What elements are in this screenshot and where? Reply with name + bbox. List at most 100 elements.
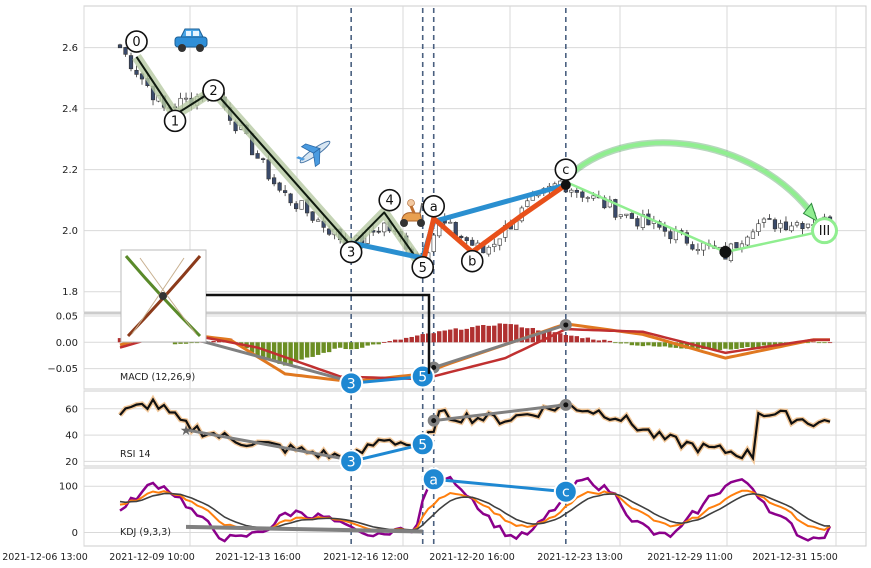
macd-histogram-bar [398, 339, 403, 343]
thumbnail-center [159, 292, 167, 300]
macd-wave-marker [339, 371, 364, 396]
macd-histogram-bar [728, 342, 734, 350]
macd-histogram-bar [359, 342, 365, 348]
candle-body [668, 231, 673, 240]
wave-label: 5 [419, 261, 427, 276]
x-tick-label: 2021-12-31 15:00 [752, 552, 838, 563]
scooter-wheel [400, 219, 408, 227]
impulse-wave-line [135, 56, 424, 268]
wave-label-circle [411, 255, 435, 279]
candle-body [294, 203, 299, 210]
macd-histogram-bar [415, 335, 420, 343]
x-tick-label: 2021-12-20 16:00 [429, 552, 515, 563]
macd-histogram-bar [734, 342, 739, 349]
macd-histogram-bar [448, 329, 453, 343]
macd-histogram-bar [563, 334, 569, 343]
rsi-panel-label: RSI 14 [120, 449, 151, 460]
candle-body [497, 238, 502, 246]
rsi-line [119, 397, 831, 465]
macd-histogram-bar [706, 342, 712, 349]
macd-histogram-bar [651, 342, 657, 347]
y-tick-label: 2.2 [62, 165, 78, 176]
macd-histogram-bar [805, 342, 811, 344]
rsi-wave-marker-label: 3 [347, 454, 356, 470]
wave-label: III [819, 224, 831, 239]
y-tick-label: 1.8 [62, 287, 78, 298]
macd-histogram-bar [723, 342, 728, 349]
scooter-wheel [417, 219, 425, 227]
macd-histogram-bar [646, 342, 651, 346]
candle-body [299, 200, 304, 210]
candle-body [635, 218, 640, 227]
macd-histogram-bar [756, 342, 761, 348]
macd-histogram-bar [486, 325, 491, 343]
rsi-panel: ★ 3 5 RSI 14 [118, 394, 831, 474]
y-tick-label: 100 [59, 482, 78, 493]
macd-histogram-bar [282, 342, 288, 366]
macd-divergence-dot [563, 322, 569, 328]
kdj-wave-marker-label: a [429, 472, 438, 488]
macd-histogram-bar [822, 342, 827, 344]
candle-body [624, 213, 629, 216]
macd-histogram-bar [277, 342, 282, 364]
macd-histogram-bar [602, 339, 607, 343]
macd-histogram-bar [464, 328, 469, 343]
wave-label-circle [339, 240, 363, 264]
candle-body [684, 232, 689, 244]
macd-histogram-bar [811, 341, 816, 343]
candle-body [382, 222, 387, 233]
kdj-wave-marker [421, 467, 446, 492]
candle-body [272, 177, 277, 185]
candle-body [327, 228, 332, 235]
candle-body [310, 211, 315, 221]
macd-histogram-bar [387, 341, 392, 343]
kdj-j-line [119, 475, 832, 543]
scooter-icon [400, 199, 425, 227]
macd-histogram-bar [392, 339, 398, 343]
y-tick-label: −0.05 [47, 364, 78, 375]
plane-tail [295, 156, 306, 161]
macd-histogram-bar [437, 331, 442, 343]
candle-body [756, 223, 761, 232]
macd-histogram-bar [574, 336, 580, 343]
macd-histogram-bar [348, 342, 354, 350]
macd-histogram-bar [189, 342, 194, 344]
macd-histogram-bar [585, 337, 591, 343]
candle-body [459, 235, 464, 239]
candle-body [745, 236, 750, 246]
candle-body [569, 189, 574, 193]
candle-body [613, 199, 618, 218]
wave-label-circle [378, 188, 401, 212]
airplane-icon [295, 140, 331, 168]
macd-histogram-bar [183, 342, 189, 344]
macd-histogram-bar [326, 342, 332, 353]
chart-thumbnail-icon [120, 249, 207, 343]
macd-histogram-bar [354, 342, 359, 349]
macd-histogram-bar [321, 342, 326, 353]
macd-histogram-bar [470, 327, 475, 343]
macd-histogram-bar [492, 325, 497, 343]
macd-histogram-bar [552, 332, 558, 343]
candle-body [525, 200, 530, 207]
macd-histogram-bar [717, 342, 723, 350]
macd-panel-label: MACD (12,26,9) [120, 372, 195, 383]
macd-histogram-bar [536, 330, 541, 343]
macd-histogram-bar [761, 342, 767, 346]
candle-body [690, 244, 695, 250]
thumbnail-connector [206, 293, 431, 374]
kdj-wave-marker-label: c [562, 485, 570, 501]
candle-body [266, 159, 271, 180]
x-tick-label: 2021-12-29 11:00 [647, 552, 733, 563]
candle-body [695, 249, 701, 251]
candle-body [255, 153, 260, 159]
wave-label: c [562, 163, 569, 178]
car-wheel [196, 44, 204, 52]
macd-histogram-bar [613, 342, 618, 344]
candle-body [376, 230, 381, 233]
rsi-wave-marker-label: 5 [418, 437, 427, 453]
macd-histogram-bar [541, 331, 546, 343]
wave-label-circle [810, 217, 838, 245]
macd-histogram-bar [618, 342, 624, 344]
scooter-rider-body [409, 205, 416, 214]
macd-histogram-bar [255, 342, 260, 357]
